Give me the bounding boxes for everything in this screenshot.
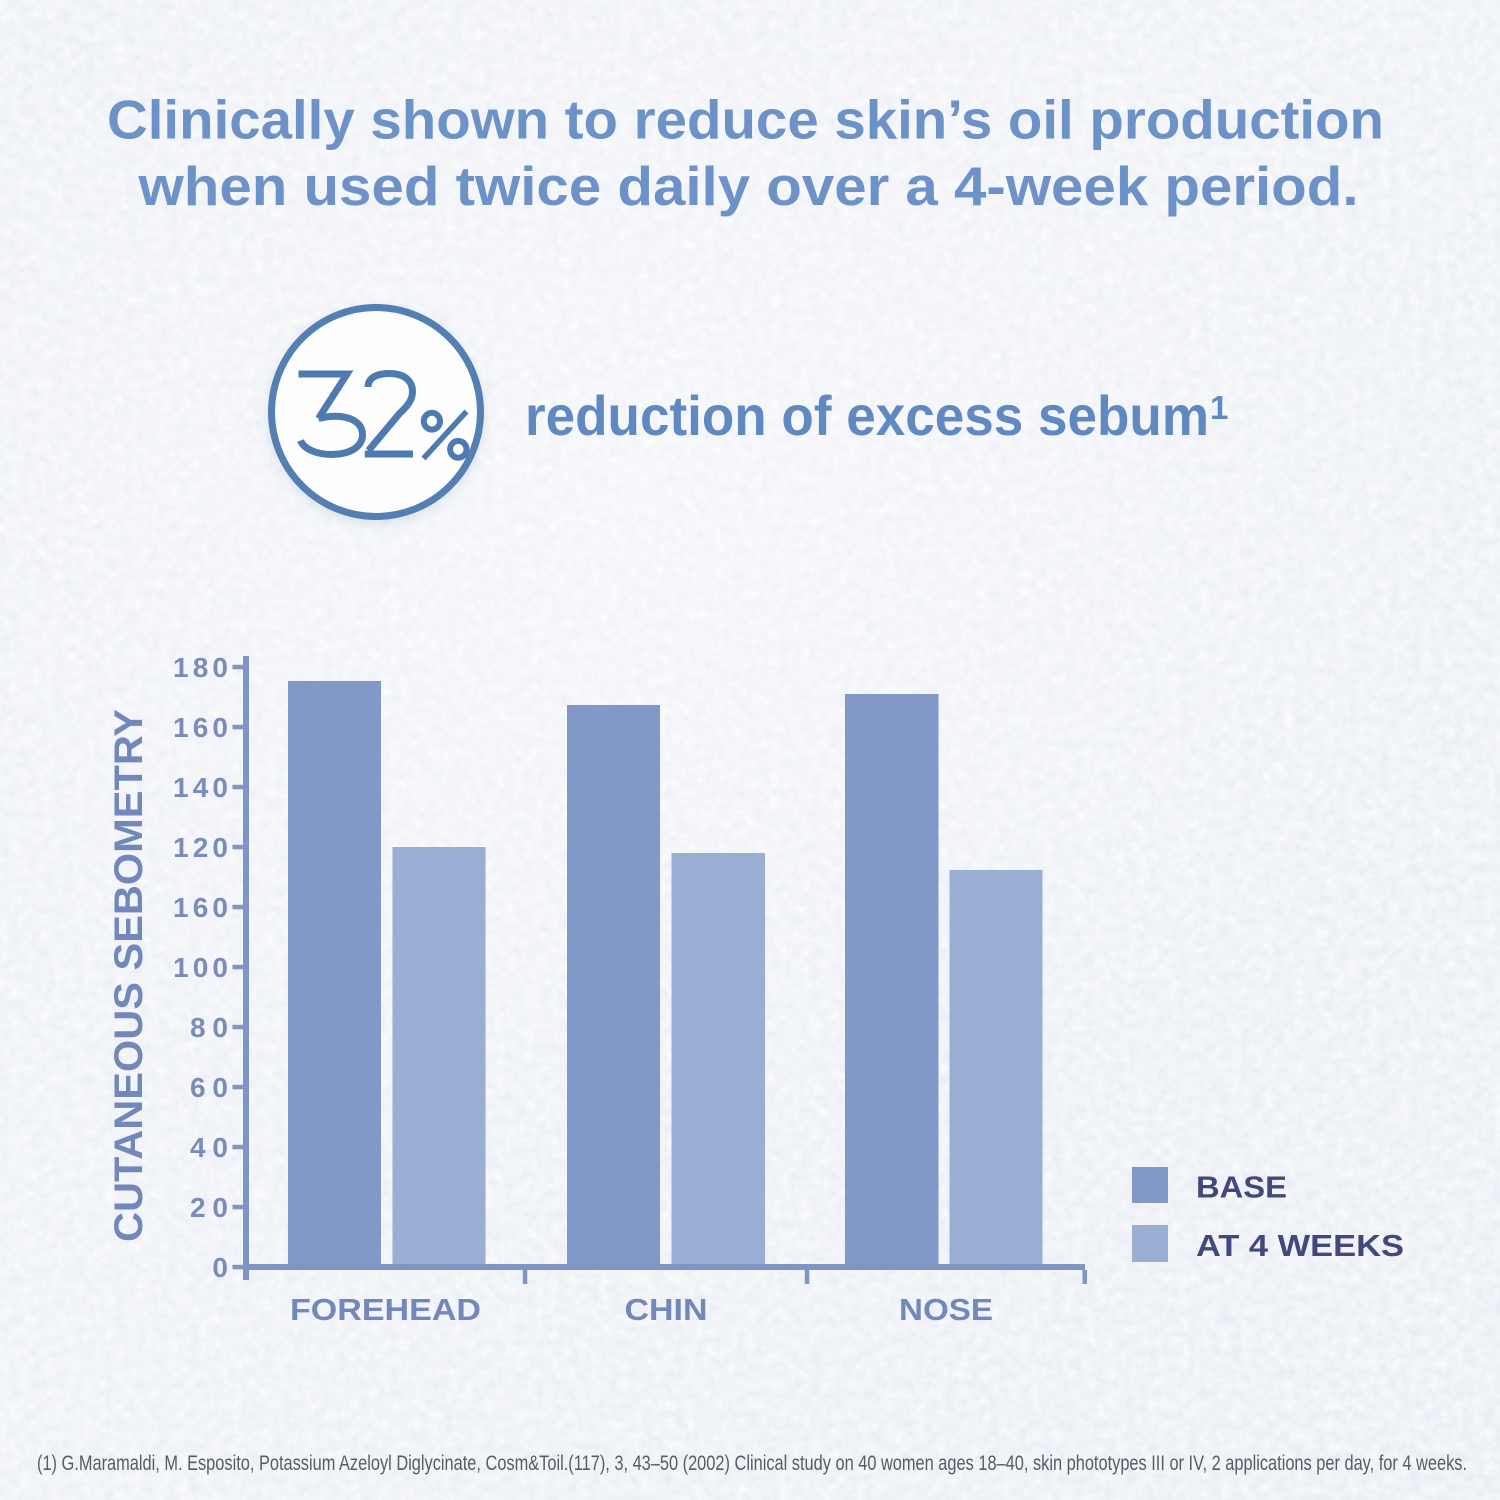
svg-text:CHIN: CHIN [625,1292,708,1327]
svg-text:CUTANEOUS SEBOMETRY: CUTANEOUS SEBOMETRY [107,709,151,1242]
svg-text:Clinically shown to reduce ski: Clinically shown to reduce skin’s oil pr… [107,89,1384,151]
svg-text:NOSE: NOSE [899,1292,993,1327]
svg-text:120: 120 [173,832,228,863]
svg-text:100: 100 [173,952,228,983]
svg-text:AT 4 WEEKS: AT 4 WEEKS [1196,1228,1404,1263]
svg-text:BASE: BASE [1196,1170,1287,1205]
svg-text:FOREHEAD: FOREHEAD [290,1292,481,1327]
svg-text:1: 1 [1210,389,1228,426]
svg-text:160: 160 [173,892,228,923]
svg-text:(1) G.Maramaldi, M. Esposito,: (1) G.Maramaldi, M. Esposito, Potassium … [37,1451,1467,1475]
svg-text:160: 160 [173,712,228,743]
svg-text:0: 0 [212,1252,228,1283]
svg-text:180: 180 [173,652,228,683]
svg-text:when used twice daily over a 4: when used twice daily over a 4-week peri… [137,155,1358,217]
svg-text:reduction of excess sebum: reduction of excess sebum [525,384,1209,447]
svg-text:140: 140 [173,772,228,803]
